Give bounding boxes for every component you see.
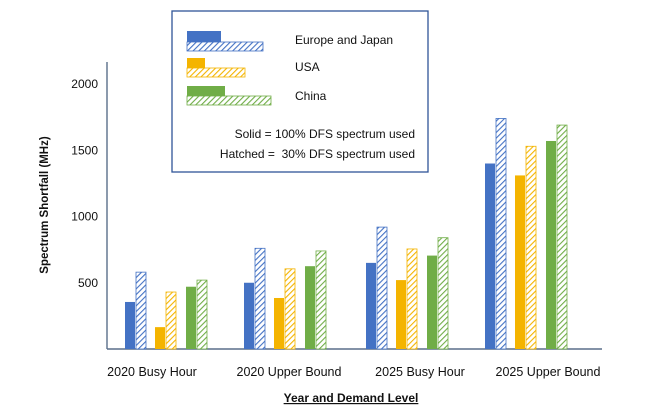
bar-europe-and-japan-hatched	[135, 271, 147, 350]
bar-usa-solid	[396, 280, 406, 349]
bar-europe-and-japan-solid	[366, 262, 376, 349]
legend-swatch-solid	[187, 31, 221, 42]
bar-usa-solid	[515, 175, 525, 349]
y-axis-label: Spectrum Shortfall (MHz)	[39, 136, 51, 274]
x-category-label: 2020 Busy Hour	[107, 365, 197, 379]
y-tick-label: 500	[78, 276, 98, 290]
bar-europe-and-japan-hatched	[254, 247, 266, 350]
legend-swatch-hatched	[186, 95, 272, 106]
bar-china-solid	[186, 286, 196, 349]
bar-europe-and-japan-solid	[244, 282, 254, 349]
legend-swatch-hatched	[186, 67, 246, 78]
y-tick-label: 2000	[71, 77, 98, 91]
bar-europe-and-japan-solid	[485, 163, 495, 349]
legend-swatch-solid	[187, 58, 205, 68]
bar-europe-and-japan-hatched	[376, 226, 388, 350]
bar-china-hatched	[556, 124, 568, 350]
bars	[125, 118, 568, 350]
bar-usa-hatched	[406, 248, 418, 350]
bar-china-hatched	[437, 237, 449, 350]
bar-usa-hatched	[165, 291, 177, 350]
legend-entry-label: Europe and Japan	[295, 33, 393, 47]
bar-china-hatched	[196, 279, 208, 350]
x-axis-label: Year and Demand Level	[284, 391, 419, 405]
y-tick-labels: 500 1000 1500 2000	[71, 77, 98, 290]
x-category-label: 2025 Upper Bound	[496, 365, 601, 379]
y-tick-label: 1500	[71, 143, 98, 157]
bar-china-solid	[305, 266, 315, 349]
bar-china-hatched	[315, 250, 327, 350]
legend-note-solid: Solid = 100% DFS spectrum used	[235, 127, 415, 141]
legend: Europe and Japan USA China Solid = 100% …	[171, 10, 429, 173]
bar-usa-hatched	[525, 145, 537, 350]
bar-usa-hatched	[284, 268, 296, 350]
bar-usa-solid	[274, 297, 284, 349]
y-tick-label: 1000	[71, 210, 98, 224]
legend-swatch-hatched	[186, 41, 264, 52]
bar-europe-and-japan-hatched	[495, 118, 507, 350]
bar-europe-and-japan-solid	[125, 301, 135, 349]
x-category-labels: 2020 Busy Hour 2020 Upper Bound 2025 Bus…	[107, 365, 600, 379]
x-category-label: 2025 Busy Hour	[375, 365, 465, 379]
legend-entry-label: China	[295, 89, 327, 103]
bar-china-solid	[427, 255, 437, 349]
bar-usa-solid	[155, 327, 165, 349]
legend-swatch-solid	[187, 86, 225, 96]
legend-entry-label: USA	[295, 60, 320, 74]
legend-note-hatched: Hatched = 30% DFS spectrum used	[220, 147, 415, 161]
x-category-label: 2020 Upper Bound	[237, 365, 342, 379]
bar-china-solid	[546, 140, 556, 349]
